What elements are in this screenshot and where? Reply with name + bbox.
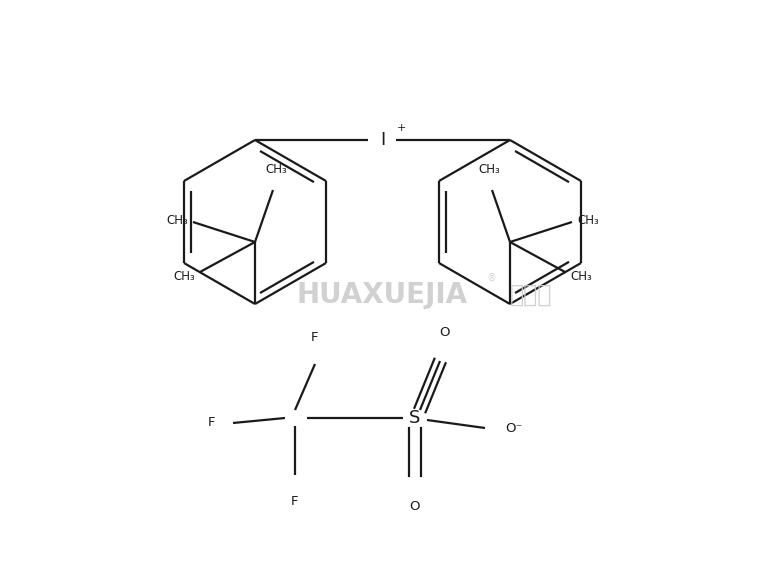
Text: ®: ®	[487, 273, 497, 283]
Text: O⁻: O⁻	[505, 421, 522, 434]
Text: F: F	[291, 495, 299, 508]
Text: O: O	[440, 326, 450, 339]
Text: CH₃: CH₃	[478, 163, 500, 176]
Text: F: F	[208, 416, 215, 430]
Text: S: S	[409, 409, 421, 427]
Text: O: O	[410, 500, 420, 513]
Text: 化学加: 化学加	[510, 283, 553, 307]
Text: CH₃: CH₃	[173, 271, 195, 284]
Text: HUAXUEJIA: HUAXUEJIA	[296, 281, 467, 309]
Text: CH₃: CH₃	[570, 271, 592, 284]
Text: CH₃: CH₃	[265, 163, 287, 176]
Text: +: +	[397, 123, 406, 133]
Text: F: F	[311, 331, 319, 344]
Text: CH₃: CH₃	[577, 214, 599, 227]
Text: I: I	[380, 131, 385, 149]
Text: CH₃: CH₃	[166, 214, 188, 227]
